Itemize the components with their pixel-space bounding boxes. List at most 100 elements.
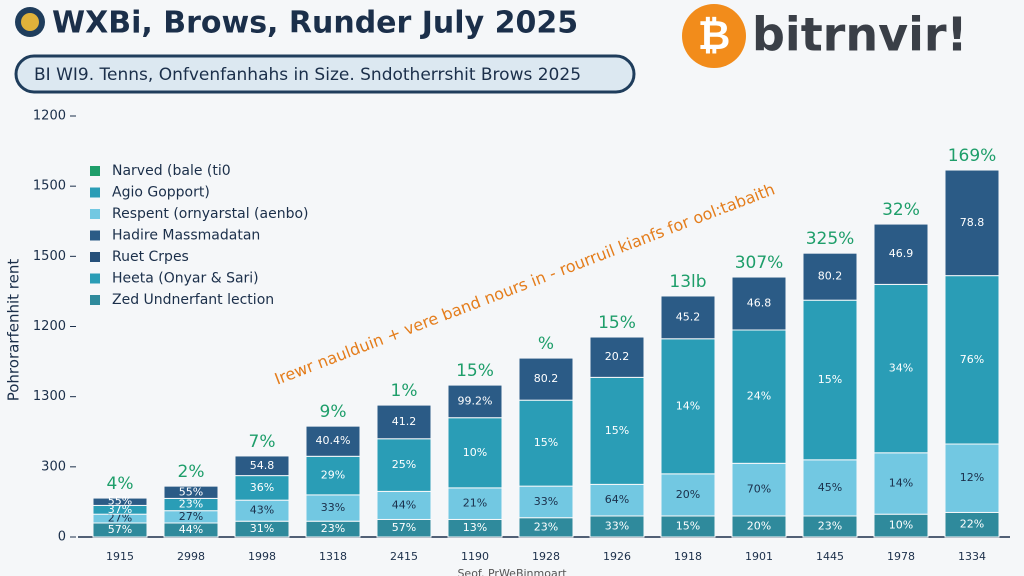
x-tick-label: 1918 [674,550,702,563]
segment-label: 23% [179,498,203,511]
legend-label: Narved (bale (ti0 [112,163,231,179]
y-tick-label: 1500 [33,249,66,264]
top-label: 325% [806,229,855,249]
x-tick-label: 1901 [745,550,773,563]
top-label: 9% [320,402,347,422]
bar-segment [944,443,1000,513]
legend-swatch [90,166,100,176]
top-label: 1% [391,381,418,401]
bar-segment [376,438,432,492]
top-label: 32% [882,200,920,220]
segment-label: 10% [889,519,913,532]
top-label: 15% [456,361,494,381]
segment-label: 29% [321,469,345,482]
logo-text: bitrnvir! [752,8,968,62]
bar-segment [234,475,290,501]
segment-label: 10% [463,446,487,459]
segment-label: 54.8 [250,459,275,472]
y-tick-label: 0 [58,530,66,545]
logo-symbol: ₿ [698,13,731,59]
x-tick-label: 1445 [816,550,844,563]
plot: 030013001200150015001200191557%27%37%55%… [33,109,1010,563]
title-icon-inner [21,13,39,31]
y-tick-label: 1300 [33,389,66,404]
segment-label: 45.2 [676,310,701,323]
bar-segment [305,455,361,496]
bar-segment [589,376,645,485]
segment-label: 31% [250,522,274,535]
bar-segment [518,485,574,519]
segment-label: 78.8 [960,216,985,229]
bar-segment [731,329,787,464]
legend-label: Hadire Massmadatan [112,228,260,244]
x-tick-label: 1998 [248,550,276,563]
bar-segment [305,494,361,522]
segment-label: 70% [747,483,771,496]
segment-label: 55% [179,485,203,498]
bar-segment [376,404,432,440]
bar-segment [447,417,503,489]
segment-label: 34% [889,362,913,375]
legend-label: Zed Undnerfant lection [112,292,274,308]
legend-label: Respent (ornyarstal (aenbo) [112,206,309,222]
top-label: 169% [948,146,997,166]
bar-segment [92,497,148,506]
y-axis-label: Pohrorarfenhit rent [5,259,23,402]
bar-segment [447,384,503,419]
legend-label: Ruet Crpes [112,249,189,265]
segment-label: 15% [534,436,558,449]
segment-label: 15% [818,373,842,386]
top-label: 2% [178,462,205,482]
segment-label: 22% [960,518,984,531]
x-tick-label: 1928 [532,550,560,563]
bar-segment [802,299,858,461]
legend-swatch [90,252,100,262]
x-tick-label: 2415 [390,550,418,563]
y-tick-label: 1200 [33,109,66,124]
segment-label: 20% [747,519,771,532]
segment-label: 80.2 [534,372,559,385]
segment-label: 12% [960,471,984,484]
bar-segment [660,295,716,340]
x-axis-label: Seof. PrWeBinmoart [457,567,567,576]
segment-label: 57% [392,521,416,534]
segment-label: 27% [108,512,132,525]
segment-label: 23% [534,520,558,533]
y-tick-label: 300 [41,459,66,474]
x-tick-label: 2998 [177,550,205,563]
bar-segment [944,275,1000,445]
legend-swatch [90,273,100,284]
bar-segment [802,459,858,517]
segment-label: 46.9 [889,247,914,260]
bar-segment [660,338,716,475]
bar-segment [518,399,574,487]
legend-swatch [90,295,100,305]
segment-label: 20.2 [605,350,630,363]
segment-label: 15% [676,519,700,532]
subtitle-banner [14,54,636,94]
segment-label: 40.4% [316,434,351,447]
segment-label: 37% [108,503,132,516]
logo-coin [682,4,746,68]
segment-label: 44% [179,523,203,536]
segment-label: 21% [463,497,487,510]
bar-segment [873,283,929,454]
bar-segment [944,169,1000,277]
subtitle: BI WI9. Tenns, Onfvenfanhahs in Size. Sn… [34,65,581,85]
bar-segment [660,473,716,517]
segment-label: 41.2 [392,415,417,428]
segment-label: 45% [818,481,842,494]
y-tick-label: 1500 [33,179,66,194]
segment-label: 55% [108,495,132,508]
x-tick-label: 1334 [958,550,986,563]
segment-label: 14% [889,476,913,489]
legend-swatch [90,209,100,219]
bar-segment [376,490,432,520]
segment-label: 64% [605,493,629,506]
segment-label: 33% [321,501,345,514]
segment-label: 44% [392,498,416,511]
bar-segment [731,462,787,517]
top-label: % [538,334,554,354]
bar-segment [731,276,787,331]
